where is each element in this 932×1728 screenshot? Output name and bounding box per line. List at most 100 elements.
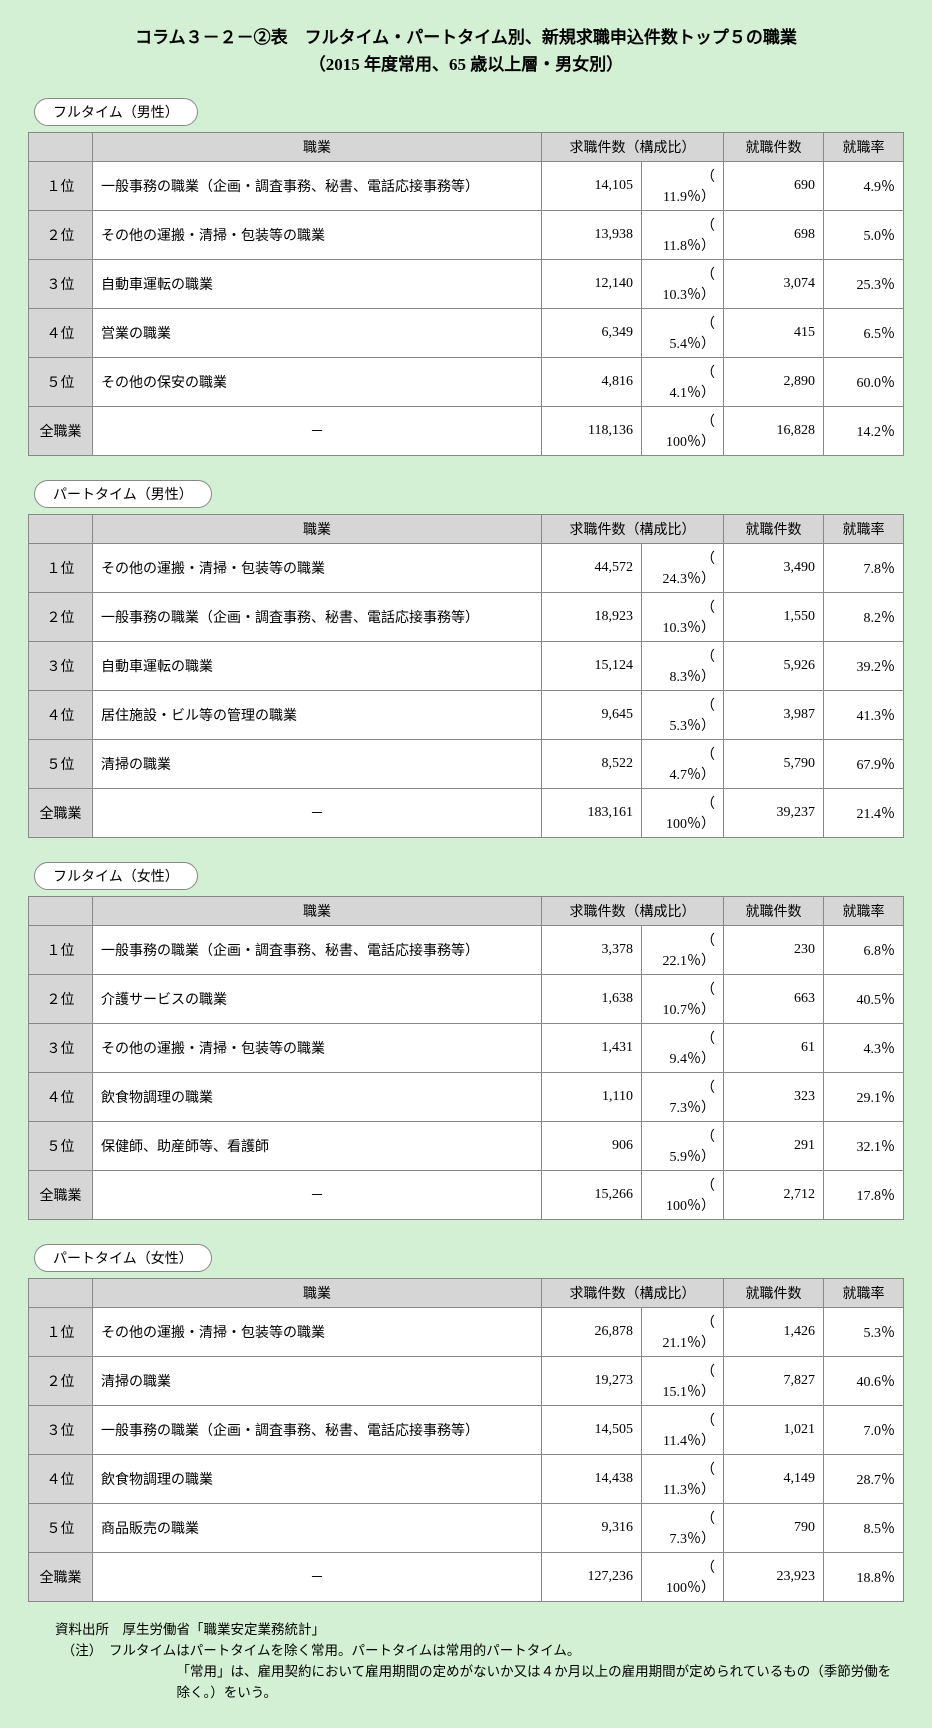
table-header-row: 職業求職件数（構成比）就職件数就職率 bbox=[29, 133, 904, 162]
table-cell: 13,938 bbox=[542, 211, 642, 260]
table-cell: 5.3％ bbox=[824, 1308, 904, 1357]
table-cell: 全職業 bbox=[29, 1171, 93, 1220]
table-header-cell: 職業 bbox=[93, 515, 542, 544]
table-cell: 790 bbox=[724, 1504, 824, 1553]
table-cell: 6.8％ bbox=[824, 926, 904, 975]
table-cell: （ 11.8％） bbox=[642, 211, 724, 260]
table-cell: 16,828 bbox=[724, 407, 824, 456]
title-line2: （2015 年度常用、65 歳以上層・男女別） bbox=[309, 55, 624, 74]
table-cell: ４位 bbox=[29, 309, 93, 358]
table-cell: （ 10.3％） bbox=[642, 260, 724, 309]
table-cell: 7.0％ bbox=[824, 1406, 904, 1455]
data-table: 職業求職件数（構成比）就職件数就職率１位その他の運搬・清掃・包装等の職業44,5… bbox=[28, 514, 904, 838]
table-cell: （ 15.1％） bbox=[642, 1357, 724, 1406]
table-cell: 18,923 bbox=[542, 593, 642, 642]
table-header-cell: 職業 bbox=[93, 133, 542, 162]
table-cell: － bbox=[93, 789, 542, 838]
table-cell: 291 bbox=[724, 1122, 824, 1171]
table-row: ３位自動車運転の職業12,140（ 10.3％）3,07425.3％ bbox=[29, 260, 904, 309]
table-header-cell: 求職件数（構成比） bbox=[542, 897, 724, 926]
table-cell: 32.1％ bbox=[824, 1122, 904, 1171]
table-cell: 一般事務の職業（企画・調査事務、秘書、電話応接事務等） bbox=[93, 926, 542, 975]
table-header-row: 職業求職件数（構成比）就職件数就職率 bbox=[29, 1279, 904, 1308]
section-label: パートタイム（女性） bbox=[34, 1244, 212, 1272]
table-cell: 保健師、助産師等、看護師 bbox=[93, 1122, 542, 1171]
table-row: ３位その他の運搬・清掃・包装等の職業1,431（ 9.4％）614.3％ bbox=[29, 1024, 904, 1073]
table-cell: 5,926 bbox=[724, 642, 824, 691]
table-cell: 14,438 bbox=[542, 1455, 642, 1504]
table-cell: 698 bbox=[724, 211, 824, 260]
table-cell: 4.3％ bbox=[824, 1024, 904, 1073]
table-header-cell: 求職件数（構成比） bbox=[542, 1279, 724, 1308]
section-label: フルタイム（女性） bbox=[34, 862, 198, 890]
table-cell: 5,790 bbox=[724, 740, 824, 789]
table-header-cell bbox=[29, 897, 93, 926]
table-cell: 28.7％ bbox=[824, 1455, 904, 1504]
table-cell: （ 5.4％） bbox=[642, 309, 724, 358]
table-cell: （ 24.3％） bbox=[642, 544, 724, 593]
table-total-row: 全職業－15,266（ 100％）2,71217.8％ bbox=[29, 1171, 904, 1220]
table-header-cell: 就職件数 bbox=[724, 1279, 824, 1308]
table-total-row: 全職業－118,136（ 100％）16,82814.2％ bbox=[29, 407, 904, 456]
table-cell: ４位 bbox=[29, 691, 93, 740]
table-cell: （ 11.3％） bbox=[642, 1455, 724, 1504]
table-cell: その他の運搬・清掃・包装等の職業 bbox=[93, 1024, 542, 1073]
table-cell: 8,522 bbox=[542, 740, 642, 789]
table-row: １位その他の運搬・清掃・包装等の職業44,572（ 24.3％）3,4907.8… bbox=[29, 544, 904, 593]
table-row: ３位一般事務の職業（企画・調査事務、秘書、電話応接事務等）14,505（ 11.… bbox=[29, 1406, 904, 1455]
table-cell: 21.4％ bbox=[824, 789, 904, 838]
table-cell: 44,572 bbox=[542, 544, 642, 593]
table-header-row: 職業求職件数（構成比）就職件数就職率 bbox=[29, 515, 904, 544]
table-cell: 183,161 bbox=[542, 789, 642, 838]
table-cell: 67.9％ bbox=[824, 740, 904, 789]
section-label: パートタイム（男性） bbox=[34, 480, 212, 508]
table-row: ４位飲食物調理の職業14,438（ 11.3％）4,14928.7％ bbox=[29, 1455, 904, 1504]
table-cell: 14,505 bbox=[542, 1406, 642, 1455]
table-cell: 15,124 bbox=[542, 642, 642, 691]
table-cell: 1,550 bbox=[724, 593, 824, 642]
table-row: ５位商品販売の職業9,316（ 7.3％）7908.5％ bbox=[29, 1504, 904, 1553]
table-cell: 3,378 bbox=[542, 926, 642, 975]
table-row: ２位介護サービスの職業1,638（ 10.7％）66340.5％ bbox=[29, 975, 904, 1024]
table-header-row: 職業求職件数（構成比）就職件数就職率 bbox=[29, 897, 904, 926]
table-cell: ４位 bbox=[29, 1455, 93, 1504]
table-row: ４位居住施設・ビル等の管理の職業9,645（ 5.3％）3,98741.3％ bbox=[29, 691, 904, 740]
table-cell: その他の運搬・清掃・包装等の職業 bbox=[93, 211, 542, 260]
table-cell: 127,236 bbox=[542, 1553, 642, 1602]
table-cell: （ 5.9％） bbox=[642, 1122, 724, 1171]
table-cell: 1,431 bbox=[542, 1024, 642, 1073]
table-cell: １位 bbox=[29, 544, 93, 593]
table-cell: 1,021 bbox=[724, 1406, 824, 1455]
table-cell: 6.5％ bbox=[824, 309, 904, 358]
table-row: ３位自動車運転の職業15,124（ 8.3％）5,92639.2％ bbox=[29, 642, 904, 691]
table-cell: （ 8.3％） bbox=[642, 642, 724, 691]
table-row: １位一般事務の職業（企画・調査事務、秘書、電話応接事務等）3,378（ 22.1… bbox=[29, 926, 904, 975]
table-cell: 17.8％ bbox=[824, 1171, 904, 1220]
table-cell: 18.8％ bbox=[824, 1553, 904, 1602]
table-cell: 一般事務の職業（企画・調査事務、秘書、電話応接事務等） bbox=[93, 1406, 542, 1455]
table-row: ５位清掃の職業8,522（ 4.7％）5,79067.9％ bbox=[29, 740, 904, 789]
table-cell: 40.6％ bbox=[824, 1357, 904, 1406]
table-cell: ３位 bbox=[29, 1024, 93, 1073]
footnote-note2: 「常用」は、雇用契約において雇用期間の定めがないか又は４か月以上の雇用期間が定め… bbox=[102, 1662, 904, 1704]
table-header-cell: 就職率 bbox=[824, 515, 904, 544]
table-row: ４位営業の職業6,349（ 5.4％）4156.5％ bbox=[29, 309, 904, 358]
table-header-cell: 就職件数 bbox=[724, 515, 824, 544]
title-line1: コラム３－２－②表 フルタイム・パートタイム別、新規求職申込件数トップ５の職業 bbox=[135, 28, 797, 47]
table-header-cell bbox=[29, 133, 93, 162]
table-cell: （ 100％） bbox=[642, 1553, 724, 1602]
table-cell: 14.2％ bbox=[824, 407, 904, 456]
table-cell: １位 bbox=[29, 162, 93, 211]
table-row: ４位飲食物調理の職業1,110（ 7.3％）32329.1％ bbox=[29, 1073, 904, 1122]
table-cell: 一般事務の職業（企画・調査事務、秘書、電話応接事務等） bbox=[93, 162, 542, 211]
table-cell: 飲食物調理の職業 bbox=[93, 1073, 542, 1122]
table-cell: （ 9.4％） bbox=[642, 1024, 724, 1073]
table-cell: － bbox=[93, 1553, 542, 1602]
table-cell: 3,987 bbox=[724, 691, 824, 740]
table-cell: 清掃の職業 bbox=[93, 740, 542, 789]
table-row: １位一般事務の職業（企画・調査事務、秘書、電話応接事務等）14,105（ 11.… bbox=[29, 162, 904, 211]
table-cell: （ 7.3％） bbox=[642, 1073, 724, 1122]
table-cell: 41.3％ bbox=[824, 691, 904, 740]
section-label: フルタイム（男性） bbox=[34, 98, 198, 126]
table-header-cell bbox=[29, 1279, 93, 1308]
